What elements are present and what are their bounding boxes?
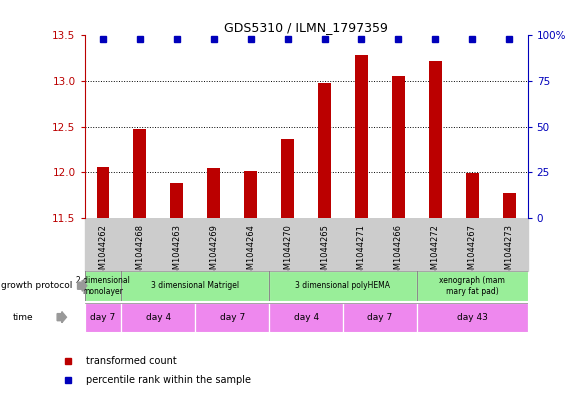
Text: day 4: day 4: [146, 313, 171, 322]
Bar: [121, 271, 269, 301]
Text: day 4: day 4: [293, 313, 319, 322]
Bar: [85, 271, 121, 301]
Bar: [134, 129, 146, 218]
Bar: [392, 77, 405, 218]
Title: GDS5310 / ILMN_1797359: GDS5310 / ILMN_1797359: [224, 21, 388, 34]
Bar: [170, 184, 183, 218]
Bar: [121, 303, 195, 332]
Text: 3 dimensional Matrigel: 3 dimensional Matrigel: [151, 281, 240, 290]
Bar: [417, 271, 528, 301]
Bar: [85, 303, 121, 332]
Bar: [269, 303, 343, 332]
Bar: [417, 303, 528, 332]
Text: day 7: day 7: [90, 313, 115, 322]
Text: day 7: day 7: [367, 313, 392, 322]
Bar: [503, 193, 515, 218]
Text: day 7: day 7: [220, 313, 245, 322]
Bar: [318, 83, 331, 218]
Text: 3 dimensional polyHEMA: 3 dimensional polyHEMA: [296, 281, 391, 290]
Bar: [355, 55, 368, 218]
Bar: [429, 61, 442, 218]
Bar: [281, 139, 294, 218]
Bar: [195, 303, 269, 332]
Bar: [269, 271, 417, 301]
Text: time: time: [13, 313, 33, 321]
Bar: [244, 171, 257, 218]
Text: day 43: day 43: [457, 313, 487, 322]
Text: percentile rank within the sample: percentile rank within the sample: [86, 375, 251, 386]
Bar: [208, 168, 220, 218]
Bar: [97, 167, 110, 218]
Bar: [466, 173, 479, 218]
Bar: [343, 303, 417, 332]
Text: growth protocol: growth protocol: [1, 281, 72, 290]
Text: transformed count: transformed count: [86, 356, 176, 366]
Text: 2 dimensional
monolayer: 2 dimensional monolayer: [76, 276, 130, 296]
Text: xenograph (mam
mary fat pad): xenograph (mam mary fat pad): [440, 276, 505, 296]
